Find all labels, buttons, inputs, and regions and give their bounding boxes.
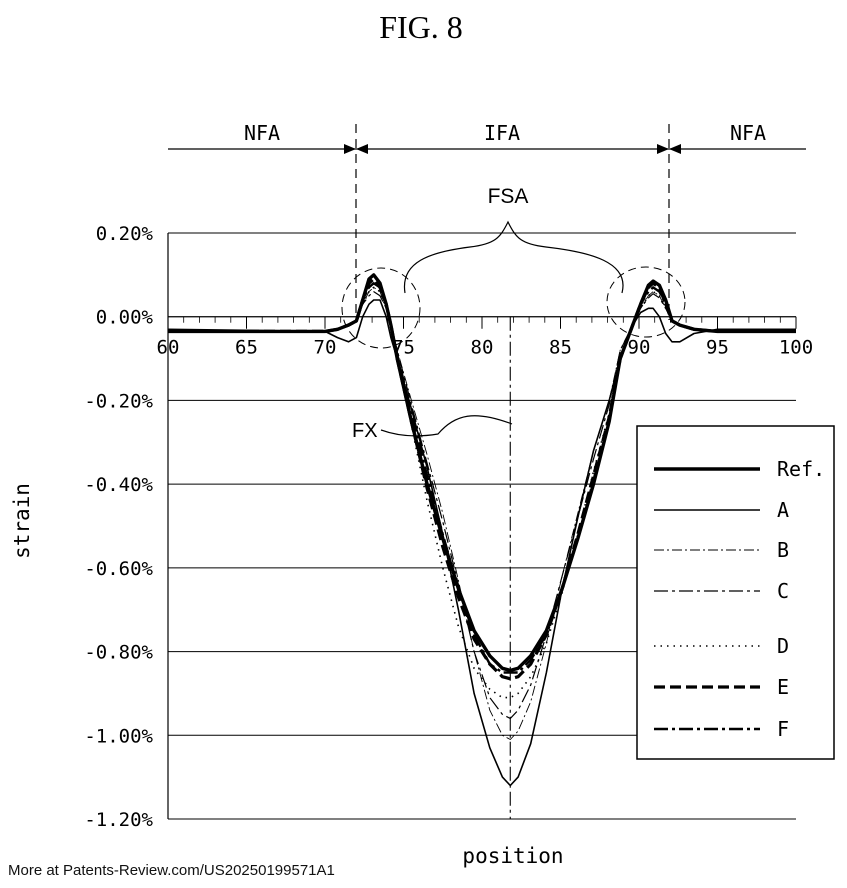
series-line-ref — [168, 273, 796, 673]
legend: Ref. ABC DEF — [636, 425, 835, 760]
region-label-middle: IFA — [484, 121, 520, 145]
left-boundary-arrow-out — [356, 144, 368, 154]
legend-label: E — [777, 675, 789, 699]
series-line-b — [168, 286, 796, 740]
y-tick-label: -0.80% — [84, 642, 153, 664]
legend-box — [636, 425, 835, 760]
watermark: More at Patents-Review.com/US20250199571… — [8, 862, 335, 879]
series-lines — [167, 273, 796, 787]
fx-label: FX — [352, 420, 378, 442]
fsa-brace — [403, 220, 624, 294]
x-tick-label: 65 — [235, 337, 258, 359]
region-label-left: NFA — [244, 121, 280, 145]
y-tick-label: -0.60% — [84, 558, 153, 580]
y-tick-label: -0.20% — [84, 390, 153, 412]
legend-label: Ref. — [777, 457, 825, 481]
series-line-c — [168, 291, 796, 720]
figure-title: FIG. 8 — [379, 9, 463, 45]
series-line-f — [168, 282, 796, 674]
legend-label: F — [777, 717, 789, 741]
fsa-right-circle — [606, 266, 686, 338]
fsa-label: FSA — [488, 185, 529, 208]
region-label-right: NFA — [730, 121, 766, 145]
series-line-a — [167, 299, 796, 787]
y-tick-label: -0.40% — [84, 474, 153, 496]
y-tick-label: -1.00% — [84, 725, 153, 747]
region-annotations: NFA IFA NFA FSA FX — [168, 121, 806, 442]
x-tick-label: 100 — [779, 337, 813, 359]
legend-label: A — [777, 498, 789, 522]
y-tick-label: -1.20% — [84, 809, 153, 831]
x-tick-label: 80 — [471, 337, 494, 359]
left-boundary-arrow-in — [344, 144, 356, 154]
y-tick-label: 0.00% — [96, 307, 154, 329]
x-axis-label: position — [462, 844, 563, 868]
legend-label: D — [777, 634, 789, 658]
fsa-left-circle — [341, 267, 421, 349]
x-tick-label: 90 — [628, 337, 651, 359]
right-boundary-arrow-in — [657, 144, 669, 154]
y-tick-label: 0.20% — [96, 223, 154, 245]
x-tick-label: 60 — [157, 337, 180, 359]
legend-label: B — [777, 538, 789, 562]
legend-label: C — [777, 579, 789, 603]
fx-leader — [380, 415, 513, 437]
x-tick-label: 85 — [549, 337, 572, 359]
x-tick-label: 70 — [314, 337, 337, 359]
y-axis-label: strain — [10, 483, 34, 559]
right-boundary-arrow-out — [669, 144, 681, 154]
series-line-e — [168, 277, 796, 681]
x-tick-label: 95 — [706, 337, 729, 359]
